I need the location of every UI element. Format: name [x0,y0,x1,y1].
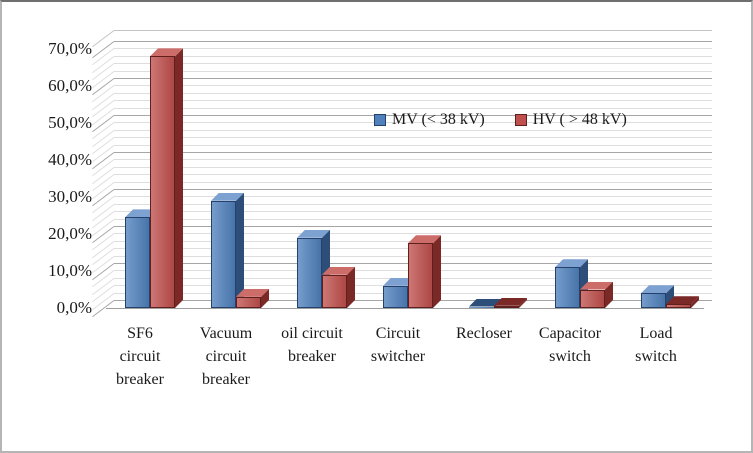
bar-top-mv [125,209,158,217]
gridline-minor [114,144,712,146]
hv-series-swatch-icon [514,114,527,126]
bar-top-mv [641,285,674,293]
gridline-minor [114,196,712,198]
gridline-minor [114,211,712,213]
bar-side-mv [666,285,674,308]
x-axis-label: Capacitor switch [538,325,602,365]
bar-side-hv [433,235,441,308]
y-axis-label: 20,0% [48,224,92,243]
gridline-minor [114,100,712,102]
bar-top-mv [383,278,416,286]
gridline-minor [114,107,712,109]
bar-hv [322,274,347,308]
bar-hv [150,56,175,308]
gridline-minor [114,55,712,57]
gridline-minor [114,218,712,220]
bar-top-mv [211,193,244,201]
bar-hv [666,304,691,308]
bar-top-hv [666,296,699,304]
x-axis-label: Load switch [635,325,677,365]
x-axis-label: Circuit switcher [370,325,426,365]
bar-top-mv [297,230,330,238]
bar-top-hv [580,282,613,290]
y-axis-label: 30,0% [48,187,92,206]
bar-mv [125,217,150,308]
bar-side-mv [322,230,330,308]
y-axis-label: 60,0% [48,76,92,95]
bar-top-hv [494,298,527,306]
bar-hv [494,305,519,308]
bar-side-hv [261,289,269,308]
gridline-major [114,78,712,79]
gridline-minor [114,166,712,168]
bar-mv [641,293,666,308]
x-axis-label: SF6 circuit breaker [116,325,164,388]
bar-mv [555,267,580,308]
y-axis-label: 50,0% [48,113,92,132]
bar-side-hv [519,298,527,308]
bar-top-hv [150,48,183,56]
bar-side-mv [580,259,588,308]
y-axis-label: 40,0% [48,150,92,169]
y-axis-label: 0,0% [56,298,92,317]
legend: MV (< 38 kV) HV ( > 48 kV) [374,111,627,129]
gridline-minor [114,70,712,72]
gridline-minor [114,181,712,183]
legend-item-hv: HV ( > 48 kV) [514,111,627,129]
bar-hv [236,296,261,308]
gridline-major [114,41,712,42]
x-axis-label: Recloser [456,325,512,342]
bar-side-hv [347,267,355,308]
bar-top-hv [236,289,269,297]
bar-hv [408,243,433,308]
gridline-minor [114,92,712,94]
bar-top-hv [322,267,355,275]
hv-series-label: HV ( > 48 kV) [532,111,627,128]
gridline-minor [114,48,712,50]
bar-side-hv [691,296,699,308]
gridline-minor [114,129,712,131]
gridline-minor [114,122,712,124]
bar-side-hv [605,282,613,309]
bar-mv [469,306,494,308]
y-axis-label: 70,0% [48,39,92,58]
bar-top-hv [408,235,441,243]
bar-mv [297,237,322,308]
mv-series-label: MV (< 38 kV) [392,111,485,128]
x-axis-label: oil circuit breaker [281,325,343,365]
bar-top-mv [469,299,502,307]
floor-front-edge [106,308,704,309]
gridline-minor [114,137,712,139]
gridline-major [114,115,712,116]
bar-mv [211,200,236,308]
wall-top-edge [114,30,712,31]
bar-top-mv [555,259,588,267]
legend-item-mv: MV (< 38 kV) [374,111,485,129]
gridline-minor [114,174,712,176]
gridline-minor [114,159,712,161]
gridline-minor [114,233,712,235]
gridline-minor [114,63,712,65]
bar-mv [383,285,408,308]
y-axis-label: 10,0% [48,261,92,280]
bar-hv [580,289,605,308]
gridline-minor [114,85,712,87]
gridline-major [114,226,712,227]
bar-side-mv [236,193,244,308]
bar-side-hv [175,48,183,308]
x-axis-label: Vacuum circuit breaker [199,325,253,388]
gridline-major [114,189,712,190]
gridline-minor [114,203,712,205]
gridline-major [114,152,712,153]
mv-series-swatch-icon [374,114,386,126]
